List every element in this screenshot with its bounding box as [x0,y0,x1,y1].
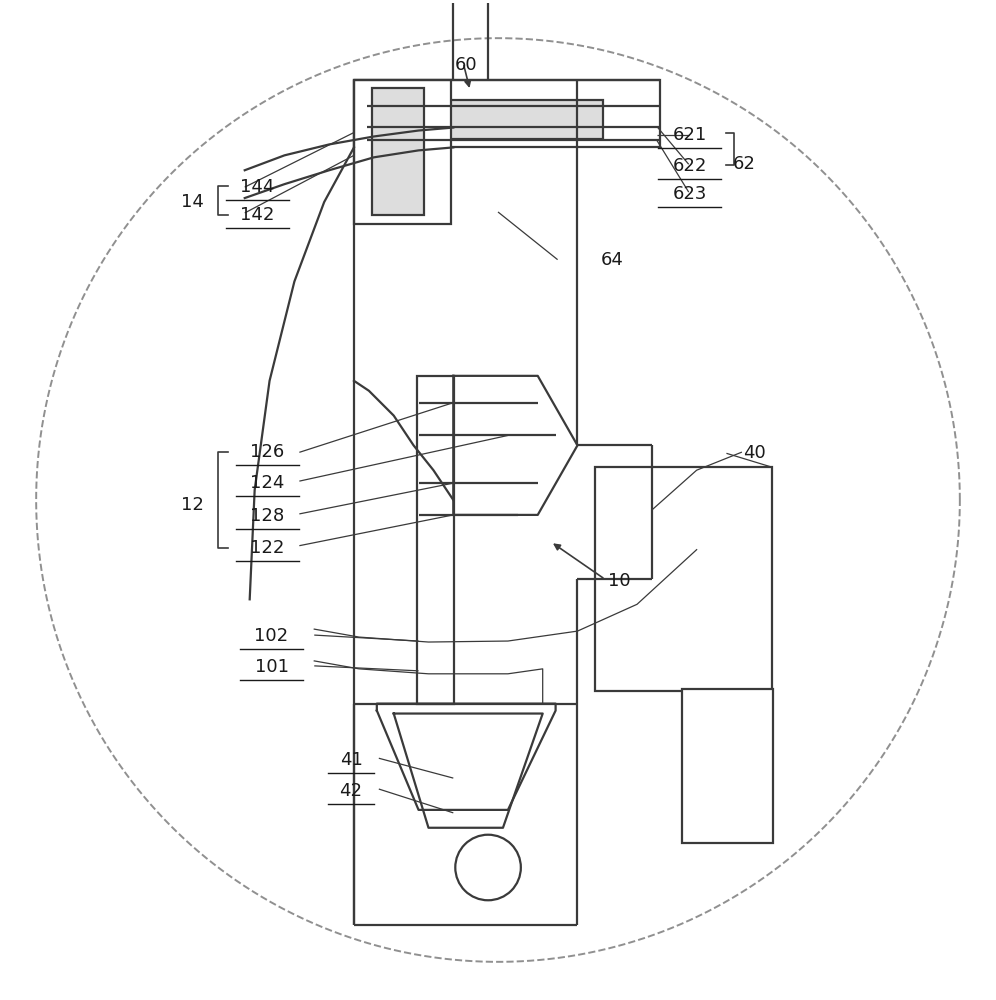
Text: 144: 144 [240,178,275,196]
Text: 41: 41 [340,751,363,769]
Text: 128: 128 [250,507,285,525]
Bar [416,376,454,704]
Text: 124: 124 [250,474,285,492]
Bar [372,88,423,215]
Text: 10: 10 [608,572,630,590]
Text: 621: 621 [672,126,707,144]
Text: 12: 12 [180,496,203,514]
Text: 102: 102 [255,627,289,645]
Text: 64: 64 [601,251,623,269]
Bar [681,689,773,843]
Bar [354,80,451,224]
Text: 122: 122 [250,539,285,557]
Text: 623: 623 [672,185,707,203]
Text: 60: 60 [455,56,477,74]
Text: 42: 42 [340,782,363,800]
Bar [596,467,772,691]
Text: 126: 126 [250,443,285,461]
Text: 62: 62 [733,155,756,173]
Text: 101: 101 [255,658,289,676]
Text: 142: 142 [240,206,275,224]
Text: 14: 14 [180,193,203,211]
Text: 40: 40 [743,444,766,462]
Text: 622: 622 [672,157,707,175]
Bar [367,100,604,139]
Bar [354,80,660,147]
